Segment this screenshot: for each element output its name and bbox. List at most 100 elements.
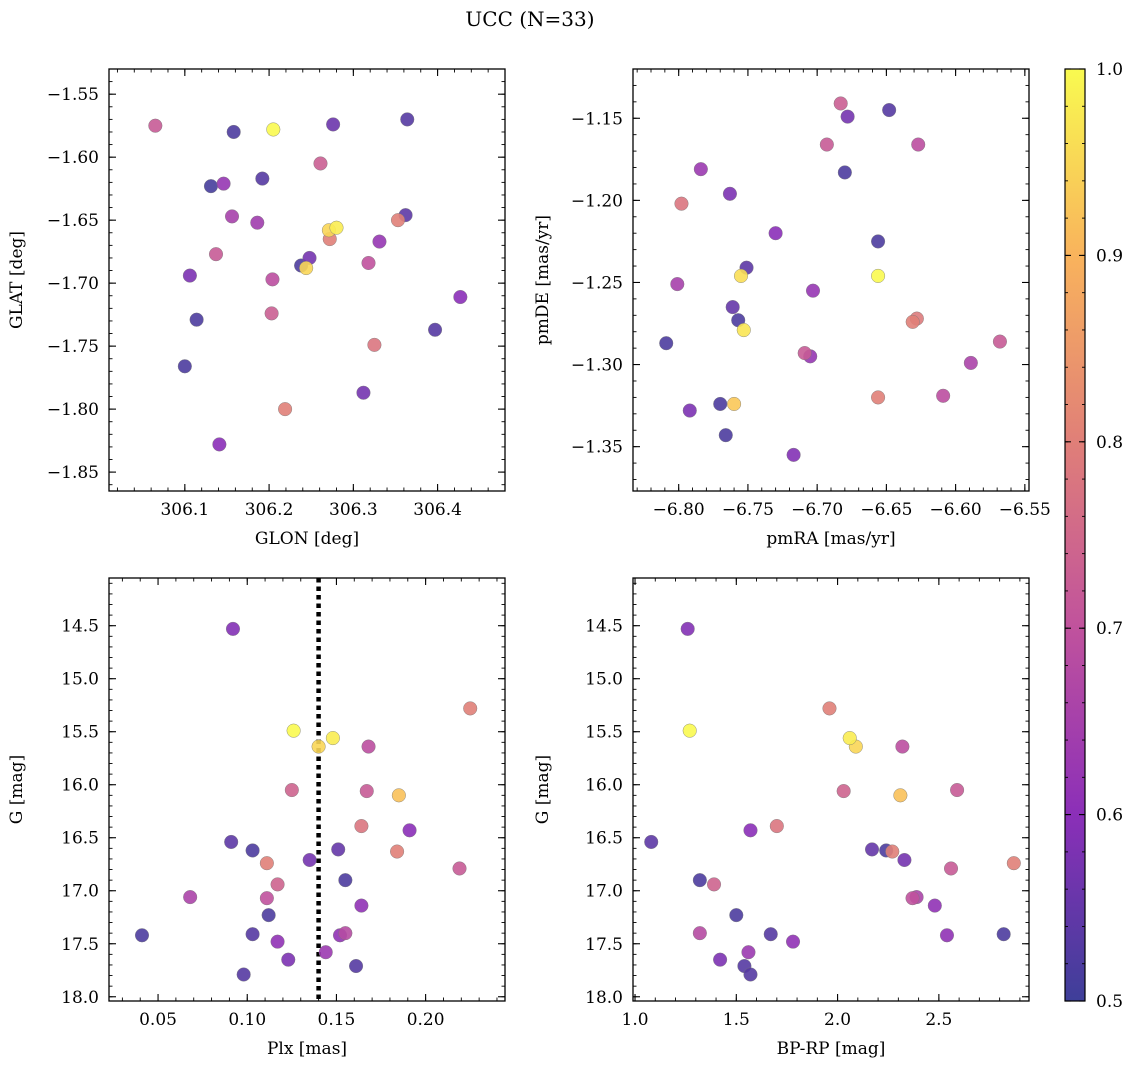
data-point <box>871 390 886 405</box>
data-point <box>270 934 285 949</box>
x-axis-label: BP-RP [mag] <box>777 1039 886 1059</box>
data-point <box>338 926 353 941</box>
data-point <box>278 402 293 417</box>
data-point <box>270 877 285 892</box>
data-point <box>259 856 274 871</box>
data-point <box>693 162 708 177</box>
data-point <box>216 176 231 191</box>
data-point <box>786 934 801 949</box>
data-point <box>897 853 912 868</box>
data-point <box>1006 856 1021 871</box>
data-point <box>255 171 270 186</box>
data-point <box>361 739 376 754</box>
data-point <box>226 124 241 139</box>
data-point <box>391 788 406 803</box>
x-tick-label: −6.80 <box>653 500 705 520</box>
data-point <box>963 355 978 370</box>
data-point <box>463 701 478 716</box>
data-point <box>372 234 387 249</box>
x-axis-label: pmRA [mas/yr] <box>766 529 895 549</box>
x-tick-label: 0.15 <box>318 1010 356 1030</box>
data-point <box>911 137 926 152</box>
y-tick-label: −1.20 <box>571 191 623 211</box>
data-point <box>905 891 920 906</box>
data-point <box>729 908 744 923</box>
data-point <box>259 891 274 906</box>
x-tick-label: −6.65 <box>860 500 912 520</box>
data-point <box>318 945 333 960</box>
panel-glon-glat: GLON [deg] GLAT [deg] 306.1 306.2 306.3 306… <box>7 68 506 549</box>
data-point <box>209 247 224 262</box>
y-tick-label: 17.0 <box>585 882 623 902</box>
y-tick-label: 16.5 <box>585 829 623 849</box>
colorbar: 0.5 0.6 0.7 0.8 0.9 1.0 <box>1064 60 1123 1012</box>
x-tick-label: 306.4 <box>413 500 462 520</box>
data-point <box>871 234 886 249</box>
data-point <box>281 952 296 967</box>
data-point <box>885 844 900 859</box>
x-axis-label: GLON [deg] <box>255 529 359 549</box>
data-point <box>402 823 417 838</box>
data-point <box>741 945 756 960</box>
x-tick-label: 306.3 <box>329 500 378 520</box>
data-point <box>250 215 265 230</box>
y-tick-label: 15.0 <box>61 670 99 690</box>
data-point <box>311 739 326 754</box>
data-point <box>203 179 218 194</box>
data-point <box>329 220 344 235</box>
data-point <box>682 723 697 738</box>
data-point <box>359 784 374 799</box>
data-point <box>936 388 951 403</box>
y-tick-label: 18.0 <box>61 988 99 1008</box>
data-point <box>992 334 1007 349</box>
data-point <box>224 834 239 849</box>
data-point <box>769 819 784 834</box>
y-tick-label: −1.15 <box>571 109 623 129</box>
data-point <box>722 186 737 201</box>
data-point <box>768 226 783 241</box>
data-point <box>743 967 758 982</box>
y-tick-label: 17.0 <box>61 882 99 902</box>
y-tick-label: −1.75 <box>47 337 99 357</box>
colorbar-tick-label: 1.0 <box>1096 60 1123 80</box>
data-point <box>349 959 364 974</box>
data-point <box>836 784 851 799</box>
data-point <box>893 788 908 803</box>
x-tick-label: 1.0 <box>622 1010 649 1030</box>
x-tick-label: 306.2 <box>245 500 294 520</box>
x-tick-label: 0.05 <box>139 1010 177 1030</box>
data-point <box>692 873 707 888</box>
data-point <box>225 621 240 636</box>
data-point <box>680 621 695 636</box>
data-point <box>265 272 280 287</box>
axes-frame <box>632 577 1030 1002</box>
x-axis-label: Plx [mas] <box>267 1039 347 1059</box>
x-tick-label: −6.75 <box>722 500 774 520</box>
data-point <box>428 322 443 337</box>
data-point <box>944 861 959 876</box>
panel-bprp-g: BP-RP [mag] G [mag] 1.0 1.5 2.0 2.5 14.5 15.0… <box>533 577 1030 1059</box>
data-point <box>266 122 281 137</box>
data-point <box>134 928 149 943</box>
data-point <box>261 908 276 923</box>
y-tick-label: −1.35 <box>571 438 623 458</box>
panel-pmra-pmde: pmRA [mas/yr] pmDE [mas/yr] −6.80 −6.75 −6… <box>533 68 1051 549</box>
data-point <box>905 314 920 329</box>
data-point <box>833 96 848 111</box>
figure-title: UCC (N=33) <box>465 7 594 31</box>
y-tick-label: 15.5 <box>61 723 99 743</box>
data-point <box>842 731 857 746</box>
data-point <box>245 843 260 858</box>
data-point <box>763 927 778 942</box>
y-tick-label: 16.0 <box>585 776 623 796</box>
x-tick-label: −6.70 <box>791 500 843 520</box>
data-point <box>331 842 346 857</box>
x-tick-label: 2.0 <box>824 1010 851 1030</box>
data-point <box>361 255 376 270</box>
data-point <box>338 873 353 888</box>
data-point <box>927 898 942 913</box>
data-point <box>837 165 852 180</box>
data-point <box>183 890 198 905</box>
data-point <box>356 385 371 400</box>
